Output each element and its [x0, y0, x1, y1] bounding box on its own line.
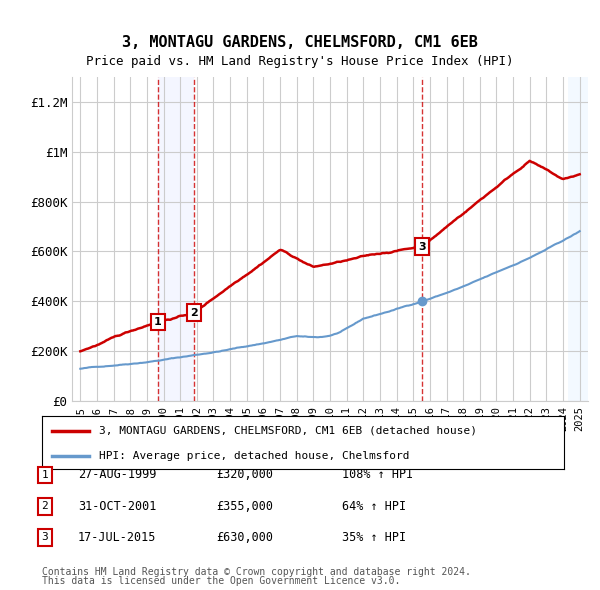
Text: Price paid vs. HM Land Registry's House Price Index (HPI): Price paid vs. HM Land Registry's House … — [86, 55, 514, 68]
Bar — [568, 77, 588, 401]
Text: 2: 2 — [190, 308, 198, 318]
Text: Contains HM Land Registry data © Crown copyright and database right 2024.: Contains HM Land Registry data © Crown c… — [42, 567, 471, 577]
Text: HPI: Average price, detached house, Chelmsford: HPI: Average price, detached house, Chel… — [100, 451, 410, 461]
Text: 64% ↑ HPI: 64% ↑ HPI — [342, 500, 406, 513]
Text: 3: 3 — [41, 533, 49, 542]
Text: 1: 1 — [41, 470, 49, 480]
Text: 1: 1 — [154, 317, 161, 327]
Bar — [158, 77, 194, 401]
Text: 35% ↑ HPI: 35% ↑ HPI — [342, 531, 406, 544]
Text: 3: 3 — [418, 242, 426, 252]
Text: 3, MONTAGU GARDENS, CHELMSFORD, CM1 6EB (detached house): 3, MONTAGU GARDENS, CHELMSFORD, CM1 6EB … — [100, 426, 478, 436]
Text: 27-AUG-1999: 27-AUG-1999 — [78, 468, 157, 481]
Text: 2: 2 — [41, 502, 49, 511]
Text: 108% ↑ HPI: 108% ↑ HPI — [342, 468, 413, 481]
Text: 3, MONTAGU GARDENS, CHELMSFORD, CM1 6EB: 3, MONTAGU GARDENS, CHELMSFORD, CM1 6EB — [122, 35, 478, 50]
Text: £630,000: £630,000 — [216, 531, 273, 544]
Text: 31-OCT-2001: 31-OCT-2001 — [78, 500, 157, 513]
Text: £355,000: £355,000 — [216, 500, 273, 513]
Text: This data is licensed under the Open Government Licence v3.0.: This data is licensed under the Open Gov… — [42, 576, 400, 586]
Text: £320,000: £320,000 — [216, 468, 273, 481]
Text: 17-JUL-2015: 17-JUL-2015 — [78, 531, 157, 544]
